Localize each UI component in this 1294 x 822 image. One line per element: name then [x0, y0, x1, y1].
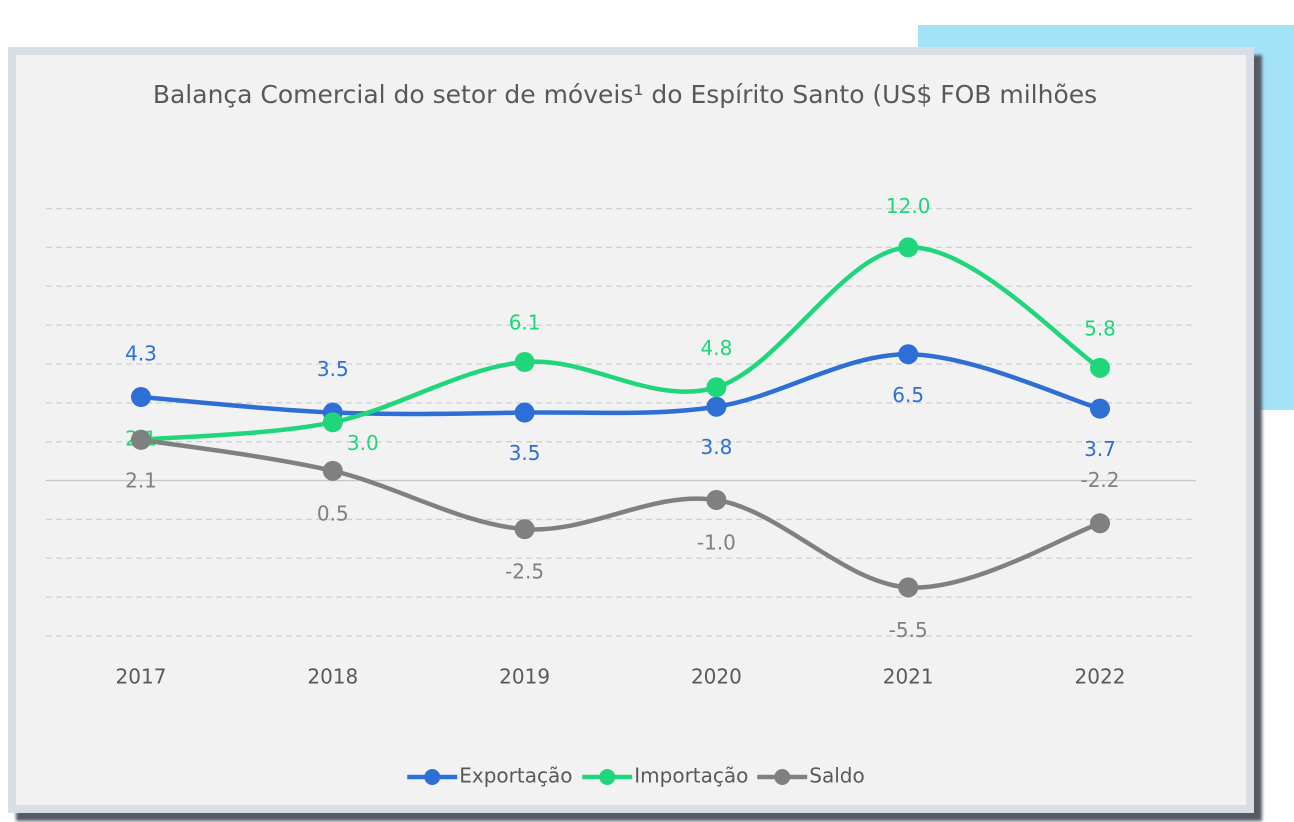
legend-marker: [599, 769, 616, 785]
chart-card: [8, 47, 1254, 813]
data-label: 3.7: [1084, 437, 1116, 461]
legend-marker: [424, 769, 441, 785]
x-tick-label: 2020: [691, 665, 742, 689]
data-label: 4.3: [125, 342, 157, 366]
data-label: 3.5: [509, 441, 541, 465]
data-point: [706, 396, 727, 417]
data-label: -1.0: [697, 530, 736, 554]
data-point: [131, 387, 151, 408]
x-tick-label: 2017: [116, 665, 167, 689]
data-point: [1090, 398, 1110, 419]
data-label: -2.2: [1080, 468, 1119, 492]
x-tick-label: 2022: [1075, 665, 1126, 689]
data-point: [514, 352, 535, 373]
data-label: 5.8: [1084, 316, 1116, 340]
data-label: 0.5: [317, 501, 349, 525]
data-point: [514, 402, 535, 423]
series-line: [140, 352, 1101, 417]
data-point: [706, 489, 727, 510]
data-point: [1090, 513, 1110, 534]
data-point: [898, 237, 919, 258]
legend-label: Saldo: [809, 764, 864, 788]
data-label: 12.0: [886, 194, 931, 218]
legend-label: Importação: [634, 764, 748, 788]
data-label: -2.5: [505, 560, 544, 584]
data-point: [514, 519, 535, 540]
x-tick-label: 2018: [307, 665, 358, 689]
data-label: 6.1: [509, 311, 541, 335]
x-tick-label: 2021: [883, 665, 934, 689]
data-label: 3.0: [347, 431, 379, 455]
legend-marker: [774, 769, 791, 785]
data-label: 2.1: [125, 468, 157, 492]
data-point: [322, 412, 343, 433]
data-label: -5.5: [889, 618, 928, 642]
legend-label: Exportação: [459, 764, 572, 788]
data-label: 3.5: [317, 357, 349, 381]
data-label: 4.8: [700, 336, 732, 360]
data-point: [131, 429, 151, 450]
series-line: [140, 437, 1101, 590]
data-point: [706, 377, 727, 398]
chart-title: Balança Comercial do setor de móveis¹ do…: [152, 80, 1098, 109]
data-point: [1090, 357, 1110, 378]
data-point: [898, 577, 919, 598]
data-point: [898, 344, 919, 365]
data-label: 3.8: [700, 435, 732, 459]
data-label: 6.5: [892, 383, 924, 407]
x-tick-label: 2019: [499, 665, 550, 689]
data-point: [322, 460, 343, 481]
